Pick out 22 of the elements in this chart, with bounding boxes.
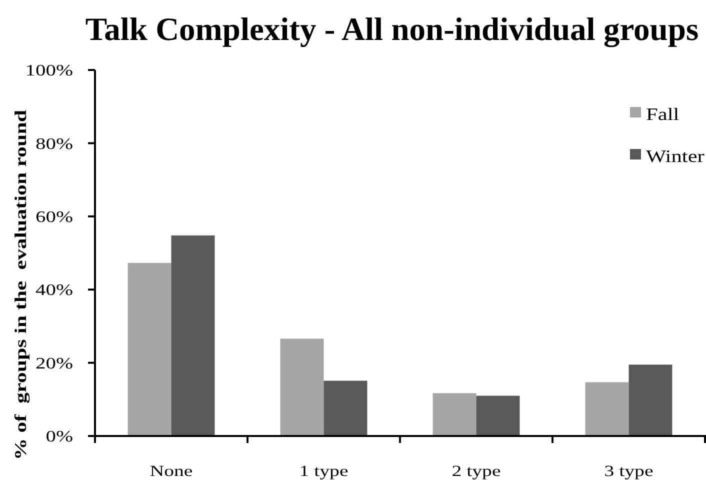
y-tick-label: 100%	[25, 62, 73, 80]
bar	[324, 380, 368, 436]
legend-label: Winter	[646, 148, 705, 166]
bar	[476, 396, 520, 436]
bar	[432, 393, 476, 436]
y-tick-label: 80%	[35, 134, 73, 152]
x-tick-label: 3 type	[604, 462, 654, 480]
x-tick-label: 2 type	[452, 462, 501, 480]
y-axis-title: % of groups in the evaluation round	[12, 110, 30, 460]
bar	[585, 382, 629, 436]
y-tick-label: 0%	[46, 428, 73, 446]
bar	[280, 338, 324, 436]
x-tick-label: 1 type	[299, 462, 348, 480]
chart-title: Talk Complexity - All non-individual groups	[85, 12, 699, 48]
legend-label: Fall	[646, 106, 680, 124]
y-tick-label: 40%	[35, 281, 73, 299]
y-tick-label: 60%	[35, 208, 73, 226]
bar	[171, 235, 215, 436]
y-tick-label: 20%	[35, 354, 73, 372]
x-tick-label: None	[150, 462, 193, 480]
bar	[628, 364, 672, 436]
bar	[128, 262, 172, 436]
